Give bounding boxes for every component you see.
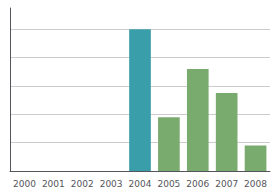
- svg-text:2000: 2000: [13, 179, 36, 189]
- svg-text:2003: 2003: [100, 179, 123, 189]
- svg-text:2007: 2007: [215, 179, 238, 189]
- svg-text:2005: 2005: [157, 179, 180, 189]
- svg-text:2004: 2004: [129, 179, 152, 189]
- svg-text:2001: 2001: [42, 179, 65, 189]
- svg-text:2006: 2006: [186, 179, 209, 189]
- svg-text:2008: 2008: [244, 179, 267, 189]
- svg-text:2002: 2002: [71, 179, 94, 189]
